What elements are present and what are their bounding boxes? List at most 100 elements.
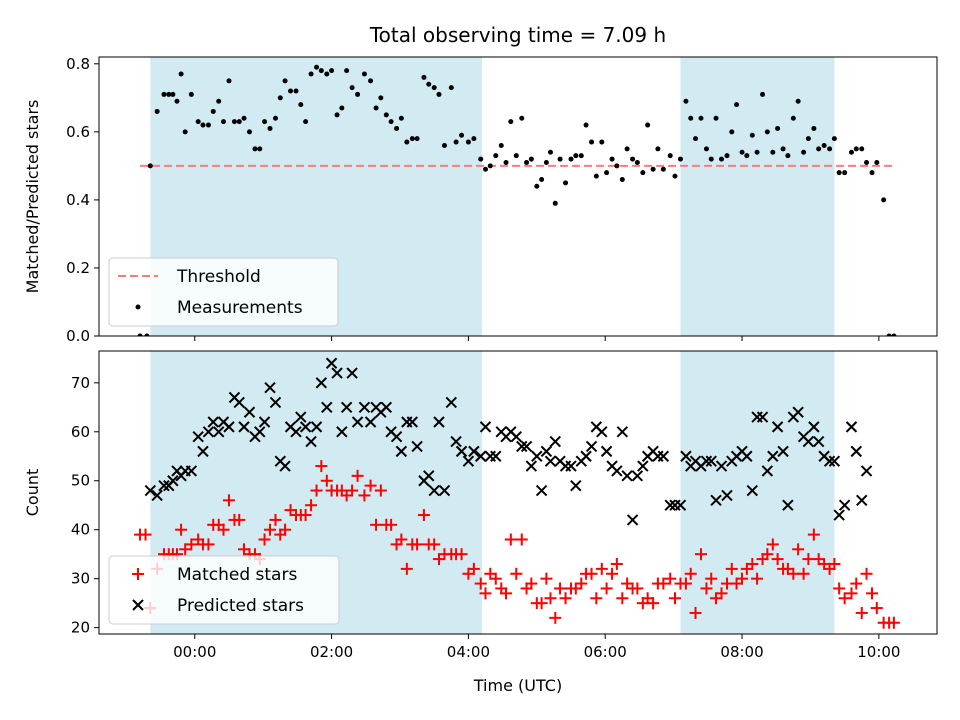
matched-stars-point xyxy=(370,518,383,531)
predicted-stars-point xyxy=(674,499,687,511)
measurement-point xyxy=(524,159,530,165)
measurement-point xyxy=(329,68,335,74)
predicted-stars-point xyxy=(777,445,789,458)
x-tick-label: 02:00 xyxy=(310,643,353,661)
matched-stars-point xyxy=(828,557,841,570)
measurement-point xyxy=(864,159,870,165)
predicted-stars-point xyxy=(213,426,225,438)
matched-stars-point xyxy=(610,557,623,570)
predicted-stars-point xyxy=(540,445,553,458)
matched-stars-point xyxy=(315,460,328,473)
matched-stars-point xyxy=(525,577,538,590)
matched-stars-point xyxy=(139,528,152,541)
predicted-stars-point xyxy=(238,421,250,433)
predicted-stars-point xyxy=(264,382,276,394)
measurement-point xyxy=(205,122,211,128)
matched-stars-point xyxy=(668,592,681,605)
predicted-stars-point xyxy=(700,455,713,467)
matched-stars-point xyxy=(850,577,863,590)
measurement-point xyxy=(303,119,309,125)
measurement-point xyxy=(805,136,811,142)
measurement-point xyxy=(683,98,689,104)
predicted-stars-point xyxy=(192,430,204,443)
y-axis-label: Count xyxy=(23,469,42,517)
measurement-point xyxy=(734,102,740,108)
matched-stars-point xyxy=(833,582,846,595)
legend: Matched stars Predicted stars xyxy=(108,555,340,625)
matched-stars-point xyxy=(549,611,562,624)
axis-ticks: 0.0 0.2 0.4 0.6 0.8 xyxy=(66,55,880,345)
matched-stars-point xyxy=(684,567,697,580)
matched-stars-point xyxy=(374,484,387,497)
measurement-point xyxy=(599,139,605,145)
measurement-point xyxy=(324,71,330,77)
predicted-stars-point xyxy=(299,421,312,433)
predicted-stars-point xyxy=(455,445,468,458)
matched-stars-point xyxy=(455,548,468,561)
matched-stars-point xyxy=(489,572,502,585)
matched-stars-point xyxy=(479,587,492,600)
measurement-point xyxy=(749,132,755,138)
y-tick-label: 30 xyxy=(71,570,90,588)
measurement-point xyxy=(344,68,350,74)
predicted-stars-point xyxy=(295,411,307,423)
predicted-stars-point xyxy=(364,416,377,428)
predicted-stars-point xyxy=(305,435,317,448)
predicted-stars-point xyxy=(611,465,623,477)
measurement-point xyxy=(166,91,172,97)
measurement-point xyxy=(609,156,615,162)
legend-label: Threshold xyxy=(176,267,261,287)
measurement-point xyxy=(436,91,442,97)
measurement-point xyxy=(144,333,150,336)
matched-stars-point xyxy=(838,592,851,605)
predicted-stars-point xyxy=(680,450,692,462)
y-axis-label: Matched/Predicted stars xyxy=(23,100,42,294)
matched-stars-point xyxy=(258,533,271,546)
measurement-point xyxy=(703,146,709,152)
measurement-point xyxy=(137,333,143,336)
matched-stars-point xyxy=(736,572,749,585)
matched-stars-point xyxy=(175,523,188,536)
predicted-stars-point xyxy=(565,460,577,472)
measurement-point xyxy=(827,146,833,152)
measurement-point xyxy=(252,146,258,152)
measurement-point xyxy=(770,149,776,155)
matched-stars-point xyxy=(761,548,774,561)
measurement-point xyxy=(624,146,630,152)
measurement-point xyxy=(859,146,865,152)
matched-stars-point xyxy=(535,597,548,610)
chart-title: Total observing time = 7.09 h xyxy=(369,23,666,47)
measurement-point xyxy=(373,105,379,111)
measurement-point xyxy=(178,71,184,77)
legend-box xyxy=(108,555,340,625)
measurement-point xyxy=(816,146,822,152)
matched-stars-point xyxy=(725,562,738,575)
predicted-stars-point xyxy=(838,499,851,511)
matched-stars-point xyxy=(351,469,364,482)
predicted-stars-point xyxy=(856,494,868,507)
matched-stars-point xyxy=(385,518,398,531)
predicted-stars-point xyxy=(637,460,649,472)
measurement-point xyxy=(277,95,283,101)
predicted-stars-point xyxy=(233,396,245,409)
measurement-point xyxy=(262,119,268,125)
matched-stars-point xyxy=(202,538,215,551)
legend-matched-swatch xyxy=(132,568,144,580)
predicted-stars-point xyxy=(621,470,633,482)
predicted-stars-point xyxy=(243,406,256,418)
predicted-stars-point xyxy=(756,411,769,423)
measurement-point xyxy=(478,156,484,162)
matched-stars-point xyxy=(585,567,598,580)
measurement-point xyxy=(441,142,447,148)
legend-label: Measurements xyxy=(177,298,303,318)
matched-stars-point xyxy=(802,553,815,566)
matched-stars-point xyxy=(217,523,230,536)
predicted-stars-point xyxy=(321,401,333,414)
predicted-stars-point xyxy=(468,445,480,458)
predicted-stars-point xyxy=(705,455,717,467)
measurement-point xyxy=(593,173,599,179)
matched-stars-point xyxy=(870,602,883,615)
matched-stars-point xyxy=(771,553,784,566)
y-tick-label: 20 xyxy=(71,619,90,637)
